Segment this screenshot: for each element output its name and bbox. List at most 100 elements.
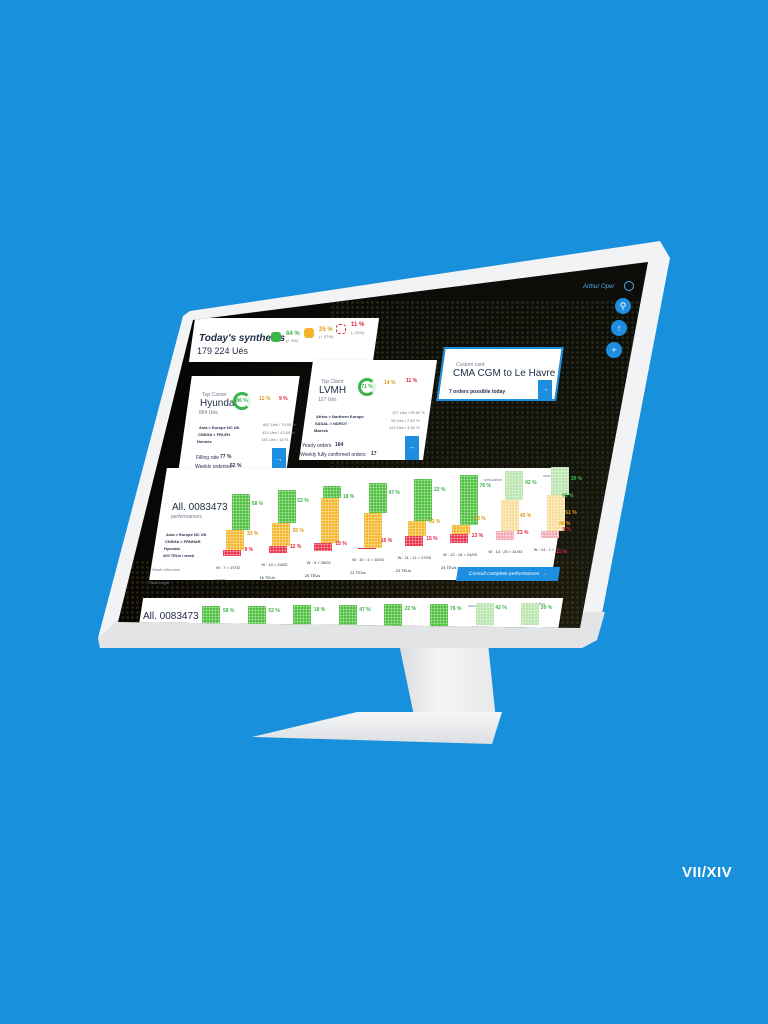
synthesis-green-icon — [271, 332, 281, 342]
top-client-route-1-value: 127 Ués / 95,52 % — [392, 410, 425, 415]
chart2-bar-5 — [384, 604, 403, 626]
top-carrier-ring: 86 % — [233, 392, 251, 410]
chart-bar-4-seg-3 — [358, 547, 377, 549]
synthesis-red-sub: (- 24%) — [351, 330, 365, 335]
week-reference-label: Week reference — [152, 567, 181, 572]
search-button[interactable]: ⚲ — [615, 298, 631, 314]
top-client-volume: 127 Ués — [318, 397, 337, 403]
top-client-open-button[interactable]: → — [405, 436, 419, 460]
chart2-label-6: 76 % — [450, 605, 462, 612]
chart-bar-7-seg-1 — [505, 471, 524, 501]
top-carrier-route-1: Asia > Europe NC UK — [199, 425, 240, 430]
chart-extra-label-1: 43 % — [562, 493, 574, 499]
chart-freight-2: 16 TEUs — [259, 575, 275, 581]
user-name[interactable]: Arthur Oper — [583, 284, 615, 290]
chart2-bar-4 — [338, 604, 357, 627]
chart-label-5-3: 15 % — [426, 535, 438, 542]
chart-label-6-2: 13 % — [474, 515, 486, 522]
chart-bar-8-seg-2 — [546, 495, 565, 532]
chart-label-1-1: 58 % — [251, 501, 264, 508]
chart-bar-1-seg-1 — [231, 494, 250, 530]
top-client-yearly-value: 164 — [335, 442, 344, 448]
chart2-bar-6 — [430, 603, 448, 626]
top-client-weekly-value: 17 — [371, 451, 377, 457]
chart-label-7-3: 23 % — [517, 530, 529, 537]
monitor-stand-base — [252, 712, 502, 744]
chart-bar-5-seg-1 — [414, 478, 433, 521]
chart-label-6-1: 76 % — [479, 483, 491, 490]
allocation-detail-2: CNSHA > FRNHAR — [165, 539, 201, 544]
chart-bar-8-seg-1 — [551, 467, 570, 496]
chart-category-4: W : 10 : 4 > 10/03 — [352, 557, 384, 563]
page-indicator: VII/XIV — [682, 864, 733, 881]
chart-label-5-2: 63 % — [428, 518, 441, 525]
chart-label-8-2: 51 % — [565, 509, 577, 516]
chart-category-1: W : 7 > 17/02 — [216, 565, 240, 570]
chart-bar-2-seg-1 — [277, 490, 296, 524]
chart-freight-5: 23 TEUs — [395, 567, 412, 573]
chart-bar-6-seg-1 — [459, 475, 478, 526]
chart-category-7: W : 13 : 25 > 31/03 — [488, 549, 523, 555]
chart-freight-1: 12 TEUs — [214, 578, 230, 583]
chart2-label-7: 42 % — [495, 605, 507, 611]
consult-performances-label: Consult complete performances — [468, 571, 540, 577]
synthesis-red-icon — [336, 324, 346, 334]
chart-category-3: W : 9 > 26/02 — [306, 559, 331, 565]
chart-label-7-1: 42 % — [525, 479, 537, 486]
chart-bar-3-seg-3 — [314, 543, 333, 551]
top-client-label: Top Client — [321, 379, 344, 385]
chart-bar-7-seg-3 — [495, 531, 514, 541]
top-client-red: 11 % — [406, 378, 418, 384]
chart-bar-5-seg-2 — [407, 520, 426, 536]
chart-bar-1-seg-2 — [226, 529, 245, 551]
consult-performances-button[interactable]: Consult complete performances → — [455, 567, 561, 581]
user-avatar-icon[interactable] — [624, 281, 634, 291]
allocation-detail-3: Hyundai — [164, 546, 180, 551]
arrow-right-icon: → — [540, 571, 548, 577]
chart-label-3-3: 15 % — [335, 541, 347, 548]
synthesis-green-sub: (+ 4%) — [286, 338, 298, 343]
scroll-up-button[interactable]: ↑ — [611, 320, 627, 336]
chart-category-5: W : 11 : 11 > 17/03 — [397, 554, 431, 560]
simulation-label-1: simulation — [484, 477, 503, 482]
top-client-weekly-label: Weekly fully confirmed orders — [300, 452, 366, 458]
synthesis-green-value: 64 % — [286, 331, 300, 337]
chart-bar-2-seg-2 — [272, 523, 291, 546]
top-carrier-filling-label: Filling rate — [196, 455, 220, 461]
chart-bar-2-seg-3 — [268, 545, 287, 554]
chart-label-5-1: 22 % — [434, 486, 446, 493]
add-button[interactable]: + — [606, 342, 622, 358]
custom-card-sub: 7 orders possible today — [449, 389, 506, 395]
chart-label-7-2: 45 % — [519, 512, 532, 519]
top-client-route-1: Africa > Northern Europe — [316, 414, 364, 419]
chart2-label-1: 58 % — [223, 608, 235, 614]
synthesis-red-value: 11 % — [351, 322, 365, 328]
chart-bar-4-seg-2 — [363, 513, 382, 548]
top-carrier-volume: 864 Ués — [199, 410, 218, 416]
chart-category-8: W : 14 : 1 > 7/04 — [533, 546, 564, 552]
chart2-bar-8 — [521, 602, 540, 625]
synthesis-title: Today's synthesis — [199, 333, 285, 344]
chart-label-2-2: 35 % — [292, 528, 304, 535]
top-carrier-open-button[interactable]: → — [272, 448, 286, 472]
top-carrier-name: Hyundai — [200, 398, 237, 409]
chart-bar-3-seg-1 — [323, 486, 342, 498]
custom-card-open-button[interactable]: → — [538, 380, 552, 399]
chart-label-1-2: 33 % — [246, 531, 259, 538]
top-carrier-label: Top Carrier — [202, 392, 227, 398]
top-client-ring: 71 % — [358, 378, 376, 396]
top-client-yearly-label: Yearly orders — [302, 443, 332, 449]
real-freight-label: Real freight — [149, 580, 170, 585]
chart-label-1-3: 9 % — [244, 546, 254, 553]
chart-label-8-3: 9 % — [562, 527, 572, 534]
chart-bar-5-seg-3 — [405, 535, 424, 546]
chart2-label-4: 47 % — [359, 606, 371, 613]
chart2-bar-2 — [247, 605, 266, 628]
chart2-label-5: 22 % — [404, 606, 416, 612]
chart-label-2-3: 12 % — [289, 543, 302, 550]
top-carrier-weekly-label: Weekly ordering — [195, 464, 232, 470]
top-carrier-route-2: CNSHA > FRLEH — [198, 432, 230, 437]
chart-extra-label-2: 46 % — [559, 521, 571, 527]
top-carrier-red: 9 % — [279, 396, 288, 402]
synthesis-volume: 179 224 Ués — [197, 346, 249, 356]
